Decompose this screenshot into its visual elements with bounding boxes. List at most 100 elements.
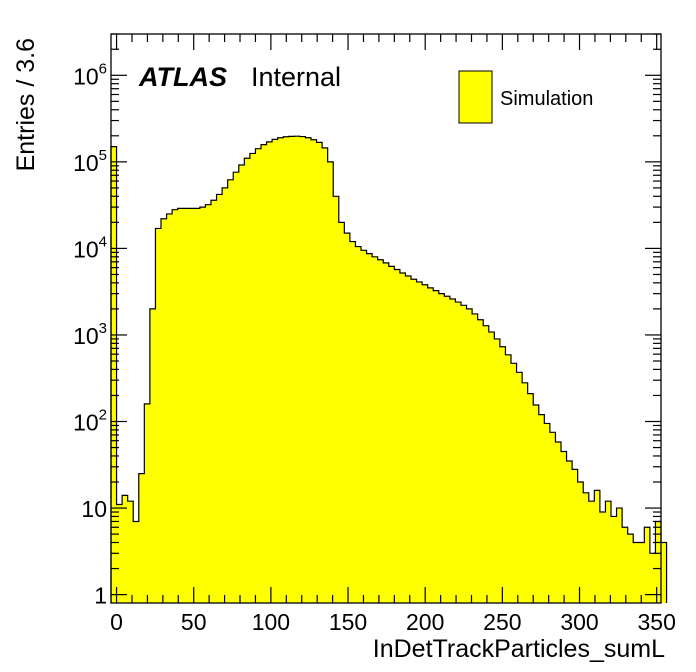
x-tick-label: 350: [637, 609, 675, 635]
histogram-bin: [199, 207, 206, 603]
histogram-bin: [238, 164, 245, 603]
x-tick-label: 0: [110, 609, 123, 635]
histogram-bin: [255, 148, 262, 603]
histogram-bin: [344, 233, 351, 603]
histogram-bin: [166, 213, 173, 604]
histogram-bin: [305, 137, 312, 603]
histogram-bin: [466, 308, 473, 603]
internal-label: Internal: [251, 62, 341, 92]
histogram-bin: [338, 222, 345, 603]
histogram-bin: [649, 553, 656, 603]
histogram-bin: [538, 414, 545, 603]
histogram-bin: [249, 153, 256, 603]
histogram-bin: [438, 293, 445, 603]
histogram-bin: [149, 308, 156, 603]
histogram-bin: [505, 354, 512, 603]
histogram-bin: [594, 490, 601, 603]
histogram-bin: [516, 372, 523, 603]
histogram-bin: [383, 262, 390, 603]
histogram-bin: [294, 136, 301, 603]
histogram-bin: [544, 423, 551, 603]
histogram-bin: [322, 147, 329, 603]
y-tick-labels: 1 10 102 103 104 105 106: [73, 60, 107, 608]
histogram-bin: [327, 161, 334, 603]
histogram-bin: [622, 527, 629, 603]
histogram-bin: [449, 299, 456, 603]
x-tick-label: 50: [181, 609, 207, 635]
histogram-bin: [394, 269, 401, 603]
x-tick-label: 100: [252, 609, 290, 635]
x-tick-labels: 0 50 100 150 200 250 300 350: [110, 609, 676, 635]
histogram-bin: [205, 204, 212, 604]
histogram-bin: [444, 296, 451, 603]
histogram-bin: [655, 521, 662, 603]
histogram-bin: [366, 253, 373, 604]
histogram-bin: [283, 136, 290, 603]
histogram-bin: [233, 172, 240, 603]
histogram-bin: [222, 187, 229, 603]
histogram-bin: [399, 272, 406, 603]
histogram-bin: [349, 241, 356, 603]
histogram-bin: [183, 208, 190, 603]
histogram-bin: [627, 534, 634, 603]
histogram-bin: [244, 158, 251, 603]
histogram-bin: [566, 460, 573, 603]
histogram-bin: [588, 501, 595, 603]
histogram-bin: [661, 542, 667, 603]
histogram-bin: [144, 403, 151, 603]
histogram-bin: [416, 281, 423, 603]
histogram-bin: [333, 196, 340, 603]
histogram-bin: [644, 527, 651, 603]
x-tick-label: 150: [329, 609, 367, 635]
histogram-bin: [494, 338, 501, 603]
y-tick-label: 106: [73, 60, 107, 89]
histogram-bin: [272, 139, 279, 603]
histogram-bin: [216, 194, 223, 603]
histogram-bin: [172, 209, 179, 604]
histogram-bin: [611, 516, 617, 603]
histogram-bin: [355, 246, 362, 603]
histogram-bin: [188, 208, 195, 603]
histogram-bars: [111, 136, 667, 604]
y-tick-label: 103: [73, 320, 107, 349]
histogram-bin: [555, 441, 562, 603]
histogram-bin: [155, 228, 162, 603]
histogram-bin: [133, 521, 140, 603]
histogram-bin: [361, 250, 367, 603]
histogram-bin: [377, 259, 384, 603]
histogram-bin: [411, 279, 417, 603]
histogram-bin: [266, 141, 273, 603]
y-tick-label: 102: [73, 407, 107, 436]
plot-frame: [110, 33, 662, 604]
histogram-bin: [311, 139, 317, 603]
axis-ticks: [111, 33, 661, 603]
y-tick-label: 1: [94, 583, 107, 609]
histogram-bin: [427, 287, 434, 603]
x-tick-label: 250: [483, 609, 521, 635]
histogram-bin: [261, 144, 267, 604]
histogram-bin: [499, 346, 506, 603]
y-tick-label: 104: [73, 233, 107, 262]
histogram-bin: [511, 363, 517, 603]
histogram-bin: [477, 319, 484, 603]
x-tick-label: 300: [560, 609, 598, 635]
y-tick-label: 10: [81, 496, 107, 522]
histogram-bin: [227, 179, 234, 603]
histogram-bin: [299, 136, 306, 603]
histogram-bin: [488, 332, 495, 603]
x-tick-label: 200: [406, 609, 444, 635]
histogram-bin: [116, 504, 123, 603]
histogram-bin: [111, 146, 117, 603]
histogram-bin: [483, 325, 490, 603]
histogram-bin: [549, 432, 556, 603]
histogram-bin: [194, 208, 201, 603]
histogram-bin: [455, 302, 462, 603]
histogram-bin: [638, 542, 645, 603]
histogram-bin: [277, 137, 284, 603]
legend-swatch-simulation: [458, 70, 493, 124]
histogram-bin: [122, 495, 129, 603]
histogram-bin: [388, 266, 395, 603]
histogram-bin: [527, 393, 534, 603]
histogram-bin: [372, 256, 379, 603]
histogram-bin: [405, 275, 412, 603]
